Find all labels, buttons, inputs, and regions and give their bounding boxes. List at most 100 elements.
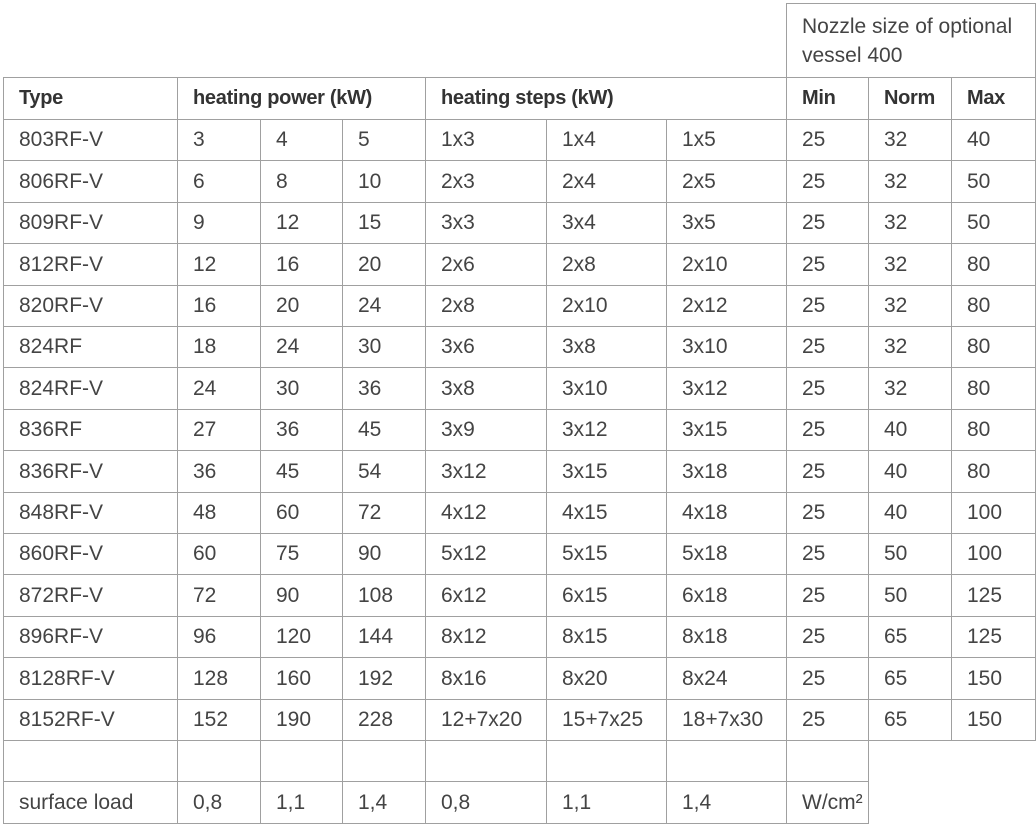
table-cell: 824RF [3,326,178,368]
table-cell: 16 [177,285,261,327]
table-cell: 50 [951,202,1036,244]
table-cell: 25 [786,326,869,368]
table-cell: 18 [177,326,261,368]
table-cell: 2x4 [546,160,667,203]
footer-cell: W/cm² [786,781,869,824]
table-cell: 18+7x30 [666,699,787,741]
table-cell: 25 [786,285,869,327]
table-cell: 32 [868,243,952,286]
table-cell: 80 [951,409,1036,451]
table-cell: 3 [177,119,261,161]
table-cell: 100 [951,533,1036,575]
table-cell: 25 [786,699,869,741]
table-cell: 40 [868,450,952,493]
table-cell: 150 [951,657,1036,700]
table-cell: 3x12 [666,367,787,410]
table-cell: 12 [177,243,261,286]
table-cell: 50 [868,574,952,617]
table-cell: 6x15 [546,574,667,617]
empty-cell [260,740,343,782]
table-cell: 5x15 [546,533,667,575]
table-cell: 108 [342,574,426,617]
table-cell: 125 [951,616,1036,658]
table-cell: 3x15 [666,409,787,451]
table-cell: 1x4 [546,119,667,161]
table-cell: 8x12 [425,616,547,658]
table-cell: 40 [868,409,952,451]
table-cell: 96 [177,616,261,658]
empty-cell [3,740,178,782]
table-cell: 24 [260,326,343,368]
empty-cell [425,740,547,782]
table-cell: 25 [786,160,869,203]
header-cell: Norm [868,77,952,120]
table-cell: 4x18 [666,492,787,534]
table-cell: 144 [342,616,426,658]
table-cell: 6 [177,160,261,203]
table-cell: 80 [951,326,1036,368]
table-cell: 25 [786,119,869,161]
table-cell: 65 [868,616,952,658]
table-cell: 80 [951,450,1036,493]
table-cell: 25 [786,450,869,493]
table-cell: 809RF-V [3,202,178,244]
nozzle-header: Nozzle size of optional vessel 400 [786,3,1036,78]
table-cell: 3x9 [425,409,547,451]
table-cell: 8152RF-V [3,699,178,741]
footer-cell: 1,1 [546,781,667,824]
table-cell: 872RF-V [3,574,178,617]
empty-cell [342,740,426,782]
table-cell: 60 [177,533,261,575]
table-cell: 32 [868,202,952,244]
table-cell: 48 [177,492,261,534]
table-cell: 1x5 [666,119,787,161]
footer-cell: 1,4 [666,781,787,824]
table-cell: 32 [868,285,952,327]
table-cell: 824RF-V [3,367,178,410]
empty-cell [177,740,261,782]
footer-cell: 1,4 [342,781,426,824]
table-cell: 803RF-V [3,119,178,161]
table-cell: 25 [786,492,869,534]
table-cell: 25 [786,367,869,410]
table-cell: 40 [868,492,952,534]
table-cell: 2x8 [546,243,667,286]
table-cell: 836RF [3,409,178,451]
header-cell: Type [3,77,178,120]
table-cell: 24 [342,285,426,327]
table-cell: 125 [951,574,1036,617]
table-cell: 6x18 [666,574,787,617]
table-cell: 6x12 [425,574,547,617]
footer-cell: 0,8 [425,781,547,824]
table-cell: 2x12 [666,285,787,327]
table-cell: 1x3 [425,119,547,161]
table-cell: 24 [177,367,261,410]
table-cell: 30 [260,367,343,410]
table-cell: 40 [951,119,1036,161]
table-cell: 9 [177,202,261,244]
table-cell: 228 [342,699,426,741]
table-cell: 8x20 [546,657,667,700]
table-cell: 2x6 [425,243,547,286]
table-cell: 75 [260,533,343,575]
table-cell: 80 [951,367,1036,410]
table-cell: 54 [342,450,426,493]
table-cell: 896RF-V [3,616,178,658]
table-cell: 8x24 [666,657,787,700]
table-cell: 60 [260,492,343,534]
table-cell: 4x15 [546,492,667,534]
table-cell: 8x16 [425,657,547,700]
empty-cell [546,740,667,782]
table-cell: 10 [342,160,426,203]
table-cell: 90 [260,574,343,617]
table-cell: 8 [260,160,343,203]
table-cell: 80 [951,285,1036,327]
footer-cell: 1,1 [260,781,343,824]
table-cell: 25 [786,616,869,658]
table-cell: 860RF-V [3,533,178,575]
table-cell: 3x4 [546,202,667,244]
table-cell: 190 [260,699,343,741]
table-cell: 820RF-V [3,285,178,327]
table-cell: 4 [260,119,343,161]
